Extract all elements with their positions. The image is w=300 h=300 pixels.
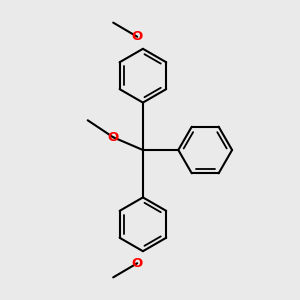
Text: O: O (132, 30, 143, 43)
Text: O: O (132, 257, 143, 270)
Text: O: O (108, 131, 119, 144)
